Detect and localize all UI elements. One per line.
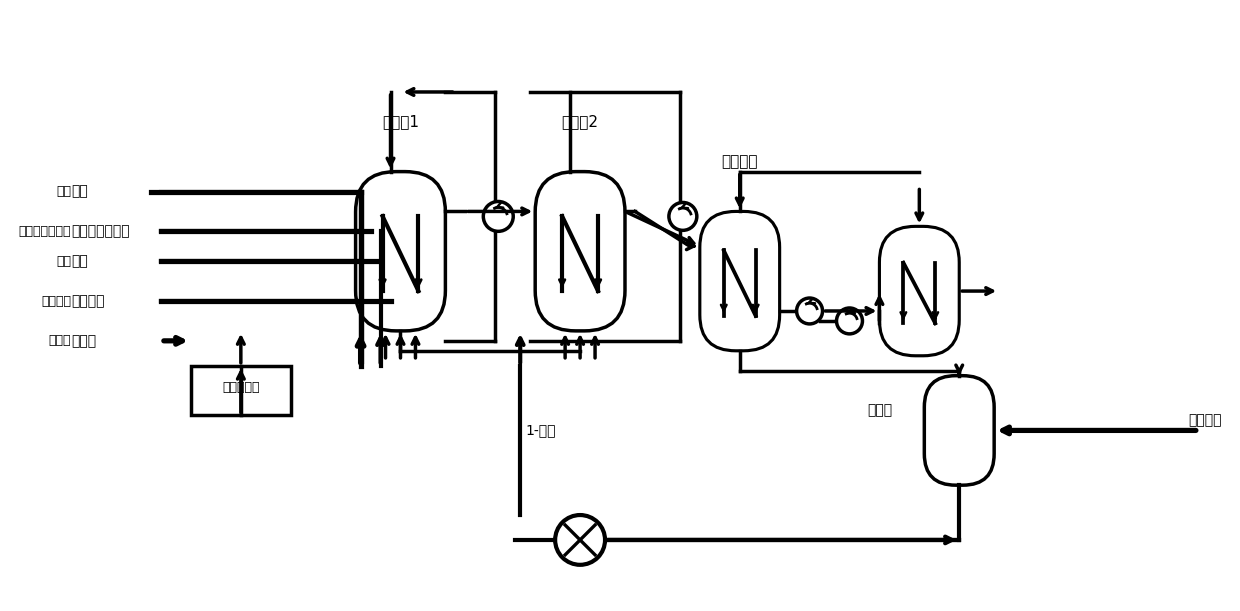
Text: 催化剂: 催化剂 xyxy=(71,334,97,348)
Text: 己烷: 己烷 xyxy=(71,254,88,268)
FancyBboxPatch shape xyxy=(699,211,780,351)
Text: 反应器1: 反应器1 xyxy=(382,114,419,130)
Text: 回收罐: 回收罐 xyxy=(867,403,892,417)
Text: 乙烯，共聚单体: 乙烯，共聚单体 xyxy=(19,225,71,238)
Text: 回收己烷: 回收己烷 xyxy=(1189,414,1223,428)
FancyBboxPatch shape xyxy=(356,172,445,331)
Text: 氢气: 氢气 xyxy=(56,185,71,198)
Text: 乙烯，共聚单体: 乙烯，共聚单体 xyxy=(71,224,130,238)
Text: 己烷: 己烷 xyxy=(56,255,71,268)
FancyBboxPatch shape xyxy=(879,226,960,356)
Circle shape xyxy=(796,298,822,324)
Text: 反应器2: 反应器2 xyxy=(562,114,599,130)
Circle shape xyxy=(556,515,605,565)
Circle shape xyxy=(837,308,863,334)
Text: 催化剂制备: 催化剂制备 xyxy=(222,381,259,394)
Text: 催化剂: 催化剂 xyxy=(48,334,71,347)
FancyBboxPatch shape xyxy=(924,376,994,485)
FancyBboxPatch shape xyxy=(536,172,625,331)
Circle shape xyxy=(484,202,513,232)
Text: 助催化剂: 助催化剂 xyxy=(41,295,71,307)
Text: 助催化剂: 助催化剂 xyxy=(71,294,104,308)
Bar xyxy=(191,366,290,415)
Text: 后反应器: 后反应器 xyxy=(722,154,758,169)
Text: 氢气: 氢气 xyxy=(71,185,88,199)
Circle shape xyxy=(668,202,697,230)
Text: 1-丁烯: 1-丁烯 xyxy=(526,423,556,437)
